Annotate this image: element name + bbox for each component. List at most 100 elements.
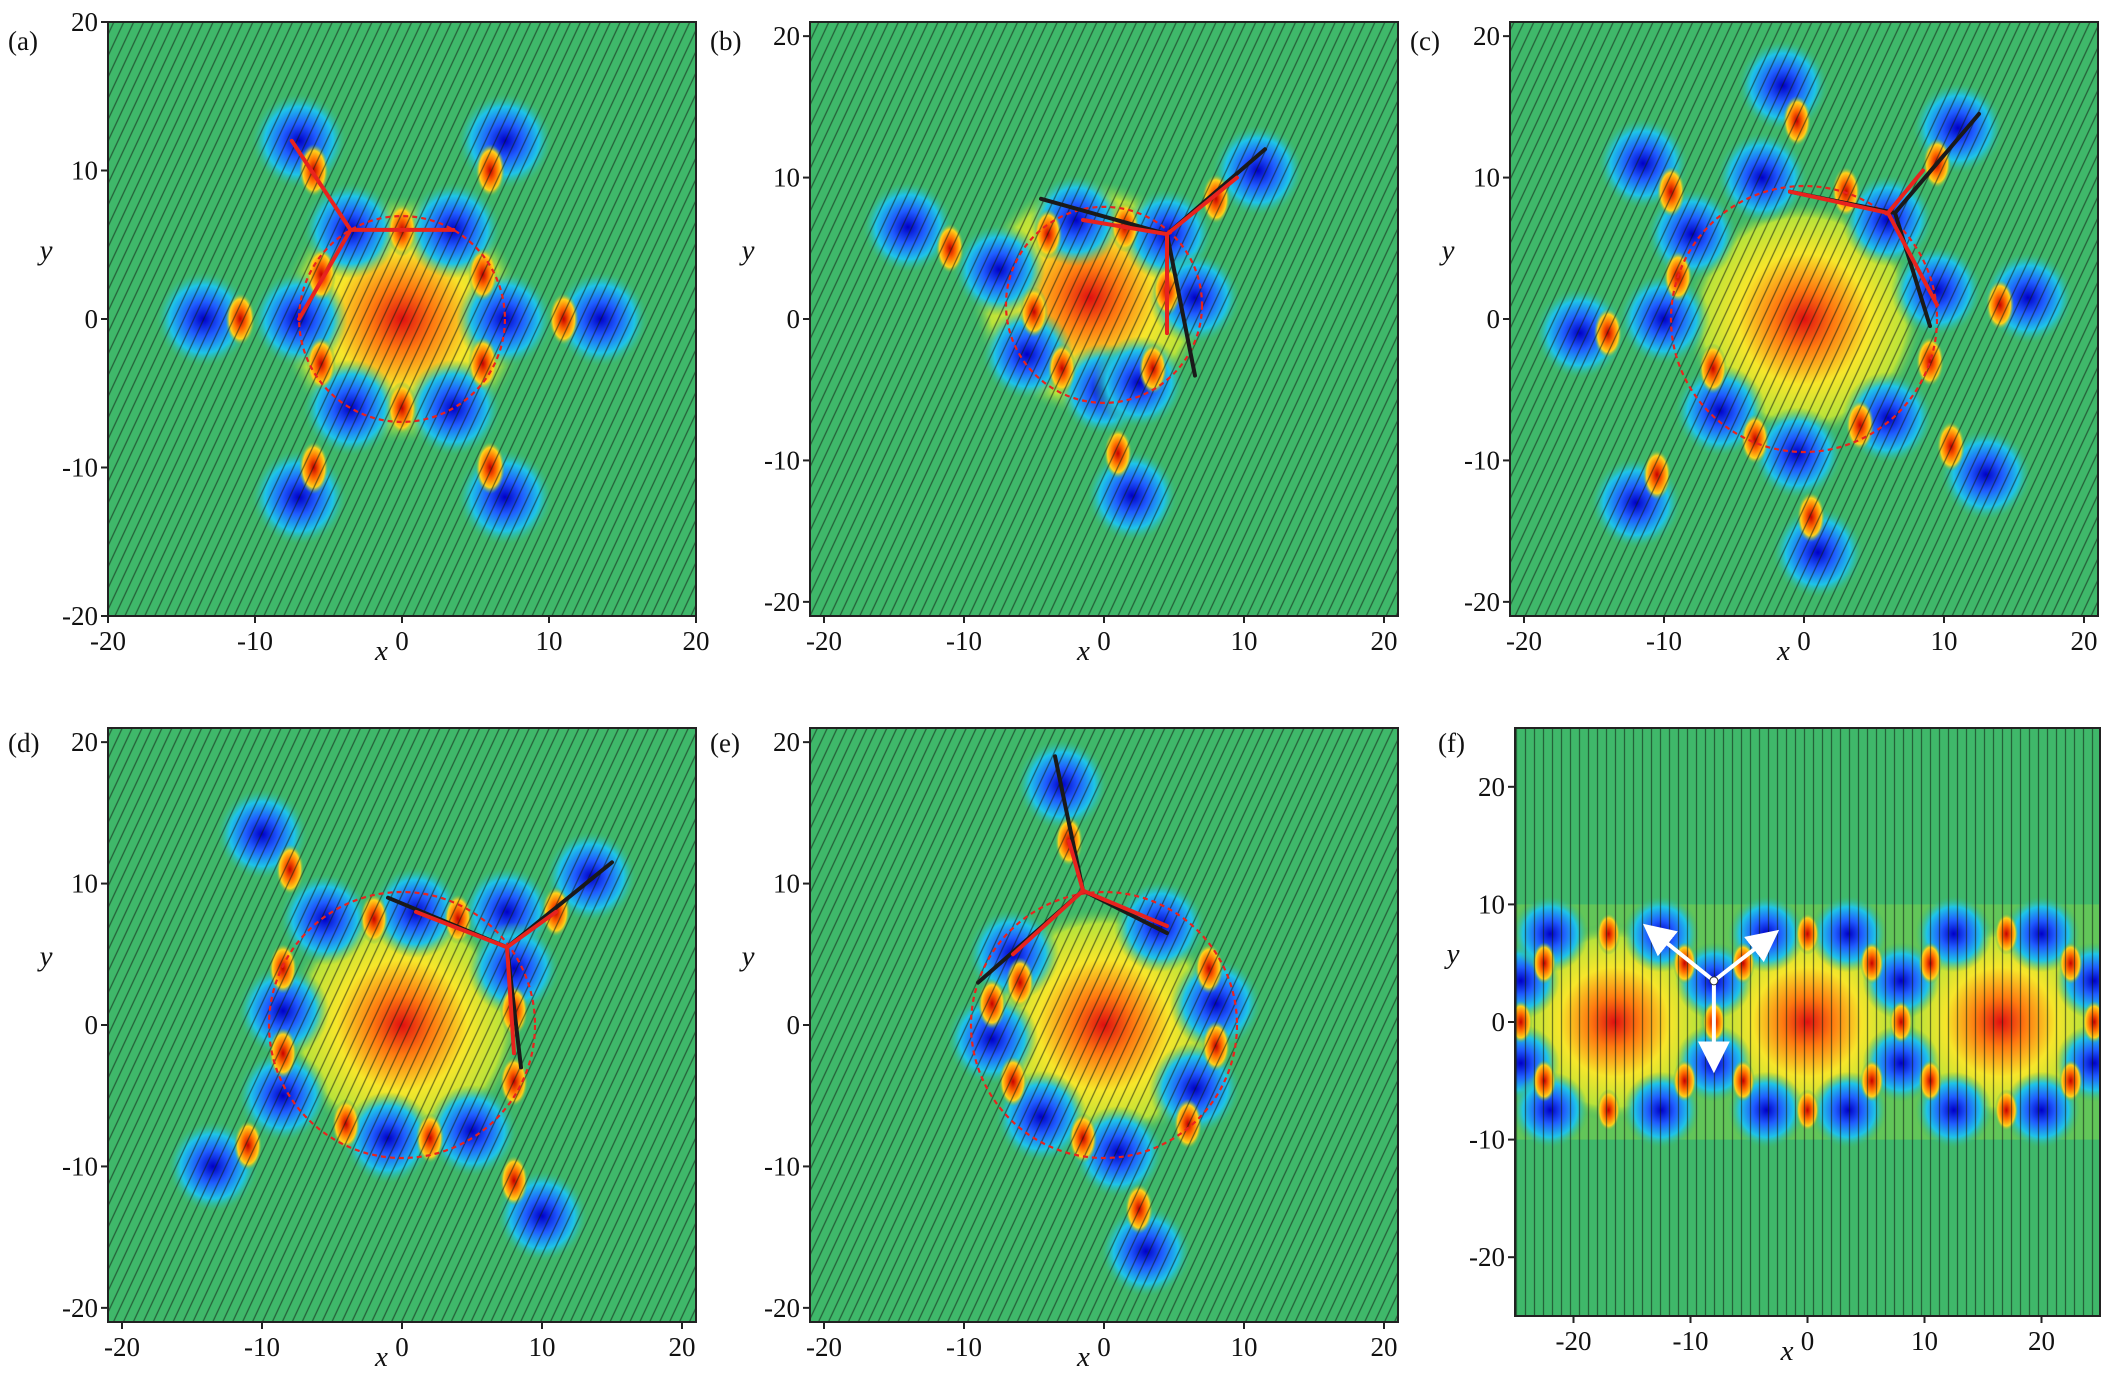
y-tick-label: -10 [764,445,800,475]
panel-label: (b) [710,26,741,56]
x-tick-label: 10 [529,1332,556,1362]
x-tick-label: -20 [1506,626,1542,656]
arrow-origin [1709,976,1719,986]
y-tick-label: 20 [773,727,800,757]
vector-field-overlay [810,728,1398,1322]
y-tick-label: 0 [787,304,801,334]
y-axis-label: y [1439,235,1455,267]
y-axis-label: y [37,235,53,267]
y-tick-label: 0 [787,1010,801,1040]
black-segment [1039,196,1169,237]
panel-f: -20 -10 0 10 20 -20 -10 0 10 20 x y (f) [1438,727,2101,1367]
x-tick-label: 10 [1231,626,1258,656]
black-segment [1893,111,1981,215]
x-axis-label: x [374,1341,388,1373]
x-tick-label: -10 [946,626,982,656]
panel-label: (e) [710,728,740,758]
x-tick-label: 10 [536,626,563,656]
x-tick-label: 10 [1911,1326,1938,1356]
red-segment [1011,888,1085,957]
y-tick-label: 20 [71,727,98,757]
x-tick-label: -10 [1673,1326,1709,1356]
x-tick-label: 20 [2071,626,2098,656]
plot-area [810,22,1398,616]
x-tick-label: 20 [2028,1326,2055,1356]
panel-label: (d) [8,728,39,758]
panel-e: -20 -10 0 10 20 -20 -10 0 10 20 x y (e) [710,727,1399,1373]
vector-field-overlay [108,728,696,1322]
plot-area [1515,728,2100,1316]
x-tick-label: -10 [1646,626,1682,656]
vector-field-overlay [1515,728,2100,1316]
y-tick-label: 0 [85,1010,99,1040]
x-axis-label: x [1076,1341,1090,1373]
y-tick-label: 10 [1473,163,1500,193]
x-tick-label: 20 [1371,626,1398,656]
y-tick-label: -20 [1464,587,1500,617]
x-tick-label: 0 [395,1332,409,1362]
y-tick-label: 10 [773,869,800,899]
y-axis-label: y [739,941,755,973]
y-tick-label: 10 [773,163,800,193]
y-tick-label: 0 [1487,304,1501,334]
black-segment [1893,210,1932,329]
plot-area [1510,22,2098,616]
red-segment [1886,210,1939,307]
y-tick-label: -20 [62,1293,98,1323]
panel-label: (c) [1410,26,1440,56]
vector-field-overlay [1510,22,2098,616]
y-axis-label: y [37,941,53,973]
y-tick-label: 20 [773,21,800,51]
y-tick-label: -10 [1464,445,1500,475]
red-segment [1081,888,1169,928]
red-segment [505,945,516,1056]
y-tick-label: -20 [764,587,800,617]
x-tick-label: -10 [244,1332,280,1362]
vector-field-overlay [108,22,696,616]
x-tick-label: 0 [1797,626,1811,656]
y-tick-label: 10 [71,156,98,186]
red-segment [1165,175,1239,237]
x-tick-label: 0 [1097,1332,1111,1362]
y-tick-label: 20 [1478,772,1505,802]
y-tick-label: -10 [62,453,98,483]
x-tick-label: 20 [1371,1332,1398,1362]
y-tick-label: -10 [1469,1125,1505,1155]
x-tick-label: -20 [806,1332,842,1362]
x-tick-label: 20 [683,626,710,656]
y-tick-label: 10 [71,869,98,899]
y-tick-label: 0 [1492,1007,1506,1037]
y-tick-label: 20 [71,7,98,37]
x-axis-label: x [374,635,388,667]
y-tick-label: -20 [62,601,98,631]
plot-area [108,728,696,1322]
x-tick-label: -20 [104,1332,140,1362]
dashed-ring [1669,184,1939,454]
x-axis-label: x [1780,1335,1794,1367]
vector-field-overlay [810,22,1398,616]
dashed-ring [267,890,537,1160]
dashed-ring [1004,205,1204,404]
y-tick-label: 0 [85,304,99,334]
plot-area [810,728,1398,1322]
red-segment [1081,218,1169,237]
y-tick-label: -10 [62,1151,98,1181]
black-segment [1165,232,1197,378]
red-segment [297,227,353,321]
x-tick-label: -20 [90,626,126,656]
y-tick-label: 10 [1478,889,1505,919]
x-tick-label: 20 [669,1332,696,1362]
y-tick-label: 20 [1473,21,1500,51]
panel-d: -20 -10 0 10 20 -20 -10 0 10 20 x y (d) [8,727,697,1373]
x-tick-label: -10 [237,626,273,656]
y-axis-label: y [739,235,755,267]
x-tick-label: -10 [946,1332,982,1362]
x-tick-label: -20 [1556,1326,1592,1356]
panel-b: -20 -10 0 10 20 -20 -10 0 10 20 x y (b) [710,21,1399,667]
x-tick-label: 10 [1231,1332,1258,1362]
red-segment [505,909,558,950]
dashed-ring [969,890,1239,1160]
red-segment [414,909,509,950]
